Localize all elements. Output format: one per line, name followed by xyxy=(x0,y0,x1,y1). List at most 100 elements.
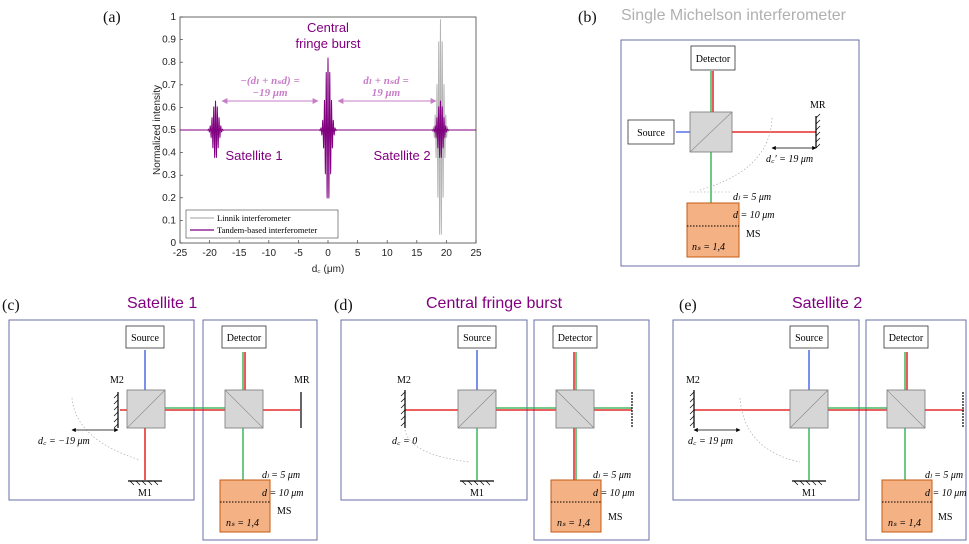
ns-label: nₛ = 1,4 xyxy=(692,242,725,253)
ns-label: nₛ = 1,4 xyxy=(888,518,921,529)
arc-guide xyxy=(404,429,471,463)
y-tick-label: 1 xyxy=(170,12,176,23)
detector-label: Detector xyxy=(696,54,731,65)
source-box xyxy=(789,325,829,349)
beam-splitter-diagonal xyxy=(689,111,733,153)
detector-label: Detector xyxy=(889,333,924,344)
y-axis-label: Normalized intensity xyxy=(152,85,163,175)
panel-b-title: Single Michelson interferometer xyxy=(621,7,847,24)
mr-label: MR xyxy=(294,375,310,386)
panel-c: (c) Satellite 1 Source Detector M2 M1 MR… xyxy=(2,295,318,541)
m1-label: M1 xyxy=(802,488,816,499)
bs2-diagonal xyxy=(555,389,595,429)
x-tick-label: 0 xyxy=(325,248,331,259)
m2-hatch xyxy=(689,391,695,427)
annotation-central-line1: Central xyxy=(307,20,349,35)
mirror-hatch xyxy=(815,113,821,149)
x-axis: -25 -20 -15 -10 -5 0 5 10 15 20 25 xyxy=(173,240,482,259)
satellite1-label: Satellite 1 xyxy=(225,148,282,163)
x-tick-label: 20 xyxy=(441,248,453,259)
x-tick-label: 10 xyxy=(382,248,394,259)
mr-label: MR xyxy=(810,100,826,111)
detector-box xyxy=(221,325,267,349)
m2-label: M2 xyxy=(110,375,124,386)
ms-label: MS xyxy=(746,229,760,240)
source-label: Source xyxy=(131,333,159,344)
m1-label: M1 xyxy=(470,488,484,499)
m2-hatch xyxy=(113,393,119,429)
legend-item-tandem: Tandem-based interferometer xyxy=(217,225,317,235)
detector-box xyxy=(552,325,598,349)
dl-label: dₗ = 5 μm xyxy=(925,470,963,481)
sample xyxy=(550,479,602,533)
m1-hatch xyxy=(793,480,823,486)
bs1-diagonal xyxy=(789,389,829,429)
x-tick-label: -25 xyxy=(173,248,188,259)
source-label: Source xyxy=(637,128,665,139)
annotation-left-eq: −(dₗ + nₛd) = xyxy=(240,75,299,87)
dc-label: d꜀ = 19 μm xyxy=(688,436,733,447)
panel-d-title: Central fringe burst xyxy=(426,295,563,312)
m2-label: M2 xyxy=(397,375,411,386)
source-label: Source xyxy=(795,333,823,344)
panel-d: (d) Central fringe burst Source Detector… xyxy=(334,295,650,541)
bs2-diagonal xyxy=(886,389,926,429)
d-label: d = 10 μm xyxy=(593,488,635,499)
ms-label: MS xyxy=(608,512,622,523)
y-tick-label: 0.1 xyxy=(162,215,176,226)
y-tick-label: 0.9 xyxy=(162,35,176,46)
arc-guide xyxy=(699,117,773,191)
panel-c-frame-right xyxy=(202,319,318,541)
arc-guide xyxy=(71,397,141,461)
panel-b: (b) Single Michelson interferometer Dete… xyxy=(578,7,860,267)
detector-label: Detector xyxy=(558,333,593,344)
panel-e: (e) Satellite 2 Source Detector M2 M1 d꜀… xyxy=(672,295,967,541)
arc-guide xyxy=(739,397,801,463)
panel-a: (a) 0 0.1 0.2 0.3 0.4 0.5 0.6 0.7 0.8 0.9 1 -25 -20… xyxy=(103,9,482,275)
dc-label: d꜀ = 0 xyxy=(392,436,417,447)
panel-d-frame-right xyxy=(533,319,650,541)
panel-c-title: Satellite 1 xyxy=(127,295,197,312)
y-tick-label: 0 xyxy=(170,238,176,249)
m1-label: M1 xyxy=(138,488,152,499)
bs2-diagonal xyxy=(224,389,264,429)
detector-box xyxy=(690,45,736,71)
m2-label: M2 xyxy=(686,375,700,386)
bs1-diagonal xyxy=(457,389,497,429)
panel-b-label: (b) xyxy=(578,9,597,26)
source-box xyxy=(125,325,165,349)
d-label: d = 10 μm xyxy=(733,210,775,221)
x-tick-label: -5 xyxy=(294,248,303,259)
series-line-tandem-based-interferometer xyxy=(180,57,476,199)
dl-label: dₗ = 5 μm xyxy=(262,470,300,481)
sample xyxy=(881,479,933,533)
panel-e-title: Satellite 2 xyxy=(792,295,862,312)
y-tick-label: 0.4 xyxy=(162,148,176,159)
annotation-right-val: 19 μm xyxy=(372,87,401,99)
source-label: Source xyxy=(463,333,491,344)
bs1-diagonal xyxy=(126,389,166,429)
m1-hatch xyxy=(461,480,491,486)
ns-label: nₛ = 1,4 xyxy=(226,518,259,529)
y-tick-label: 0.2 xyxy=(162,193,176,204)
panel-b-frame xyxy=(620,39,860,267)
annotation-left-val: −19 μm xyxy=(252,87,288,99)
m1-hatch xyxy=(129,480,159,486)
y-tick-label: 0.5 xyxy=(162,125,176,136)
source-box xyxy=(627,119,675,145)
d-label: d = 10 μm xyxy=(925,488,967,499)
x-tick-label: -15 xyxy=(232,248,247,259)
y-axis: 0 0.1 0.2 0.3 0.4 0.5 0.6 0.7 0.8 0.9 1 xyxy=(162,12,183,249)
y-tick-label: 0.6 xyxy=(162,102,176,113)
x-tick-label: -20 xyxy=(202,248,217,259)
sample xyxy=(219,479,271,533)
satellite2-label: Satellite 2 xyxy=(373,148,430,163)
dl-label: dₗ = 5 μm xyxy=(593,470,631,481)
annotation-central-line2: fringe burst xyxy=(295,36,360,51)
d-label: d = 10 μm xyxy=(262,488,304,499)
m2-hatch xyxy=(400,391,406,427)
detector-label: Detector xyxy=(227,333,262,344)
sample xyxy=(686,202,740,258)
panel-a-label: (a) xyxy=(103,9,121,26)
